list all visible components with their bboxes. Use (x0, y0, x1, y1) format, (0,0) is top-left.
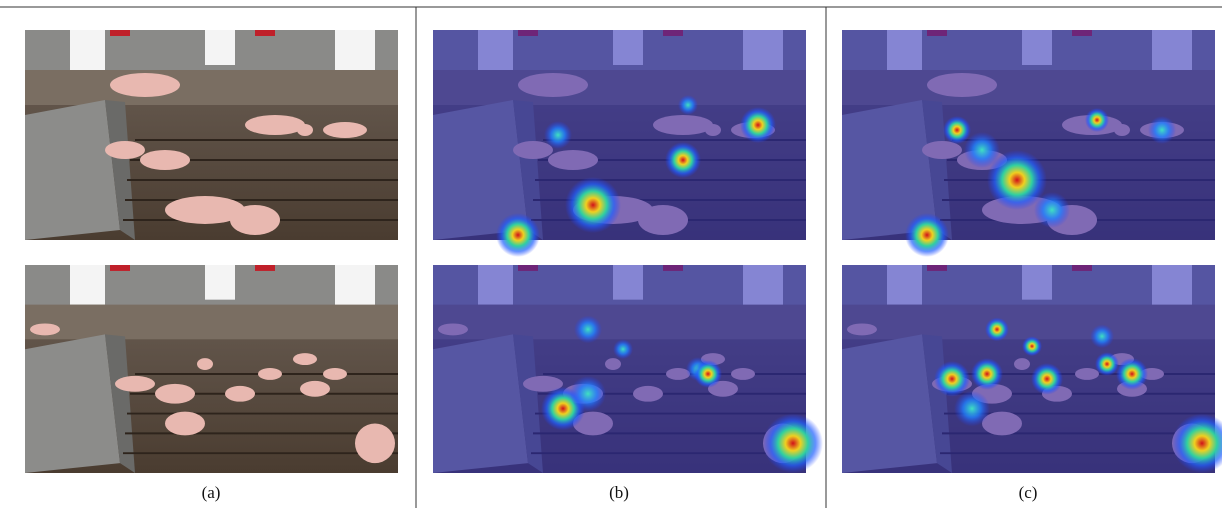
image (433, 30, 806, 257)
pig (293, 353, 317, 365)
heat-blob (1085, 108, 1109, 132)
pig (105, 141, 145, 159)
heat-blob (740, 107, 776, 143)
figure: (a) (b) (c) (0, 0, 1222, 508)
pig (225, 386, 255, 402)
pig (197, 358, 213, 370)
heat-blob (1031, 363, 1063, 395)
heat-blob (971, 358, 1003, 390)
heat-blob (574, 316, 602, 344)
pig (323, 122, 367, 138)
heat-blob (496, 213, 540, 257)
pig (165, 412, 205, 436)
heat-blob (1034, 192, 1070, 228)
heat-blob (694, 360, 722, 388)
heat-blob (905, 213, 949, 257)
heat-blob (665, 142, 701, 178)
heatmap-tint (842, 265, 1215, 473)
pig (110, 73, 180, 97)
image (25, 30, 398, 240)
heat-blob (570, 376, 606, 412)
image (842, 265, 1222, 473)
heat-blob (1022, 336, 1042, 356)
heat-blob (1090, 324, 1114, 348)
heat-blob (1148, 116, 1176, 144)
heat-blob (613, 339, 633, 359)
heatmap-tint (433, 265, 806, 473)
figure-canvas: (a) (b) (c) (0, 0, 1222, 508)
pig (323, 368, 347, 380)
heat-blob (565, 177, 621, 233)
pig (230, 205, 280, 235)
heat-blob (763, 414, 823, 473)
image (25, 265, 398, 473)
panel-label: (c) (1019, 483, 1038, 502)
heat-blob (1116, 358, 1148, 390)
pig (115, 376, 155, 392)
heat-blob (934, 361, 970, 397)
panel-label: (a) (202, 483, 221, 502)
heat-blob (544, 121, 572, 149)
pig (30, 323, 60, 335)
image (433, 265, 823, 473)
heat-blob (954, 391, 990, 427)
heat-blob (678, 95, 698, 115)
heat-blob (1095, 352, 1119, 376)
pig (140, 150, 190, 170)
pig (245, 115, 305, 135)
scene (25, 265, 398, 473)
pig (355, 423, 395, 463)
heat-blob (985, 317, 1009, 341)
heat-blob (943, 116, 971, 144)
panel-label: (b) (609, 483, 629, 502)
image (842, 30, 1215, 257)
pig (155, 384, 195, 404)
pig (258, 368, 282, 380)
pig (297, 124, 313, 136)
pig (300, 381, 330, 397)
